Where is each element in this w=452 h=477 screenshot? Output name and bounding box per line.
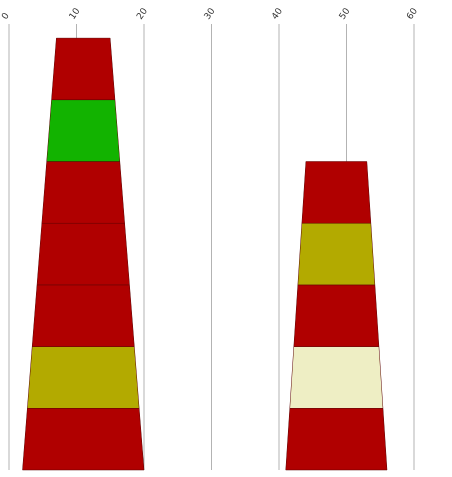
- stack-2-segment-1: [285, 408, 388, 471]
- stack-1: [22, 37, 145, 471]
- stack-2-segment-5: [301, 161, 372, 224]
- stack-1-segment-2: [27, 346, 140, 409]
- stack-2-segment-4: [297, 222, 376, 286]
- x-tick-label-20: 20: [135, 6, 150, 21]
- x-tick-label-40: 40: [270, 6, 285, 21]
- stack-1-segment-5: [41, 161, 125, 224]
- stack-2-segment-3: [293, 284, 380, 347]
- stack-2-segment-2: [289, 346, 384, 409]
- x-tick-label-30: 30: [203, 6, 218, 21]
- stack-1-segment-6: [46, 99, 121, 162]
- x-axis-ticks: 0 10 20 30 40 50 60: [0, 6, 420, 21]
- x-tick-label-0: 0: [0, 11, 12, 22]
- x-tick-label-50: 50: [338, 6, 353, 21]
- stack-1-segment-7: [51, 37, 116, 101]
- x-tick-label-10: 10: [68, 6, 83, 21]
- stack-2: [285, 161, 388, 471]
- stack-1-segment-4: [36, 222, 130, 286]
- x-tick-label-60: 60: [405, 6, 420, 21]
- stacks-layer: [22, 37, 388, 471]
- stack-1-segment-1: [22, 408, 145, 471]
- stack-1-segment-3: [31, 284, 135, 347]
